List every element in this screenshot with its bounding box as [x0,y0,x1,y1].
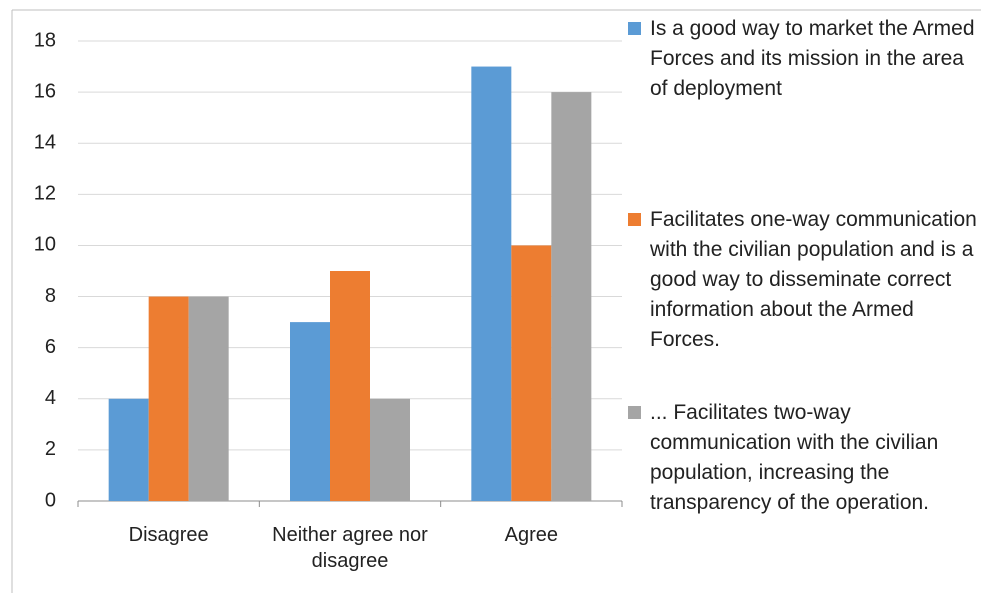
x-tick-label: Neither agree nor disagree [272,524,428,572]
legend-label: Facilitates one-way communication with t… [650,208,977,351]
y-tick-label: 6 [45,336,56,358]
y-tick-label: 8 [45,285,56,307]
bar [290,322,330,501]
bar [551,92,592,501]
legend-item: Facilitates one-way communication with t… [628,205,978,355]
y-tick-label: 0 [45,489,56,511]
legend-item: Is a good way to market the Armed Forces… [628,14,978,104]
bar [188,296,229,501]
y-tick-label: 2 [45,438,56,460]
bar [370,398,410,501]
legend-item: ... Facilitates two-way communication wi… [628,398,978,518]
y-tick-label: 4 [45,387,56,409]
bar [471,66,512,502]
bar [148,296,189,501]
bar [108,398,149,501]
x-tick-label: Disagree [128,524,209,546]
legend-label: ... Facilitates two-way communication wi… [650,401,939,514]
y-tick-label: 14 [34,132,56,154]
bar [330,271,370,501]
bar [511,245,552,501]
legend-swatch [628,213,641,226]
y-tick-label: 10 [34,234,56,256]
y-tick-label: 18 [34,29,56,51]
legend-label: Is a good way to market the Armed Forces… [650,17,975,100]
y-tick-label: 12 [34,183,56,205]
legend-swatch [628,22,641,35]
x-tick-label: Agree [504,524,559,546]
legend-swatch [628,406,641,419]
y-tick-label: 16 [34,80,56,102]
